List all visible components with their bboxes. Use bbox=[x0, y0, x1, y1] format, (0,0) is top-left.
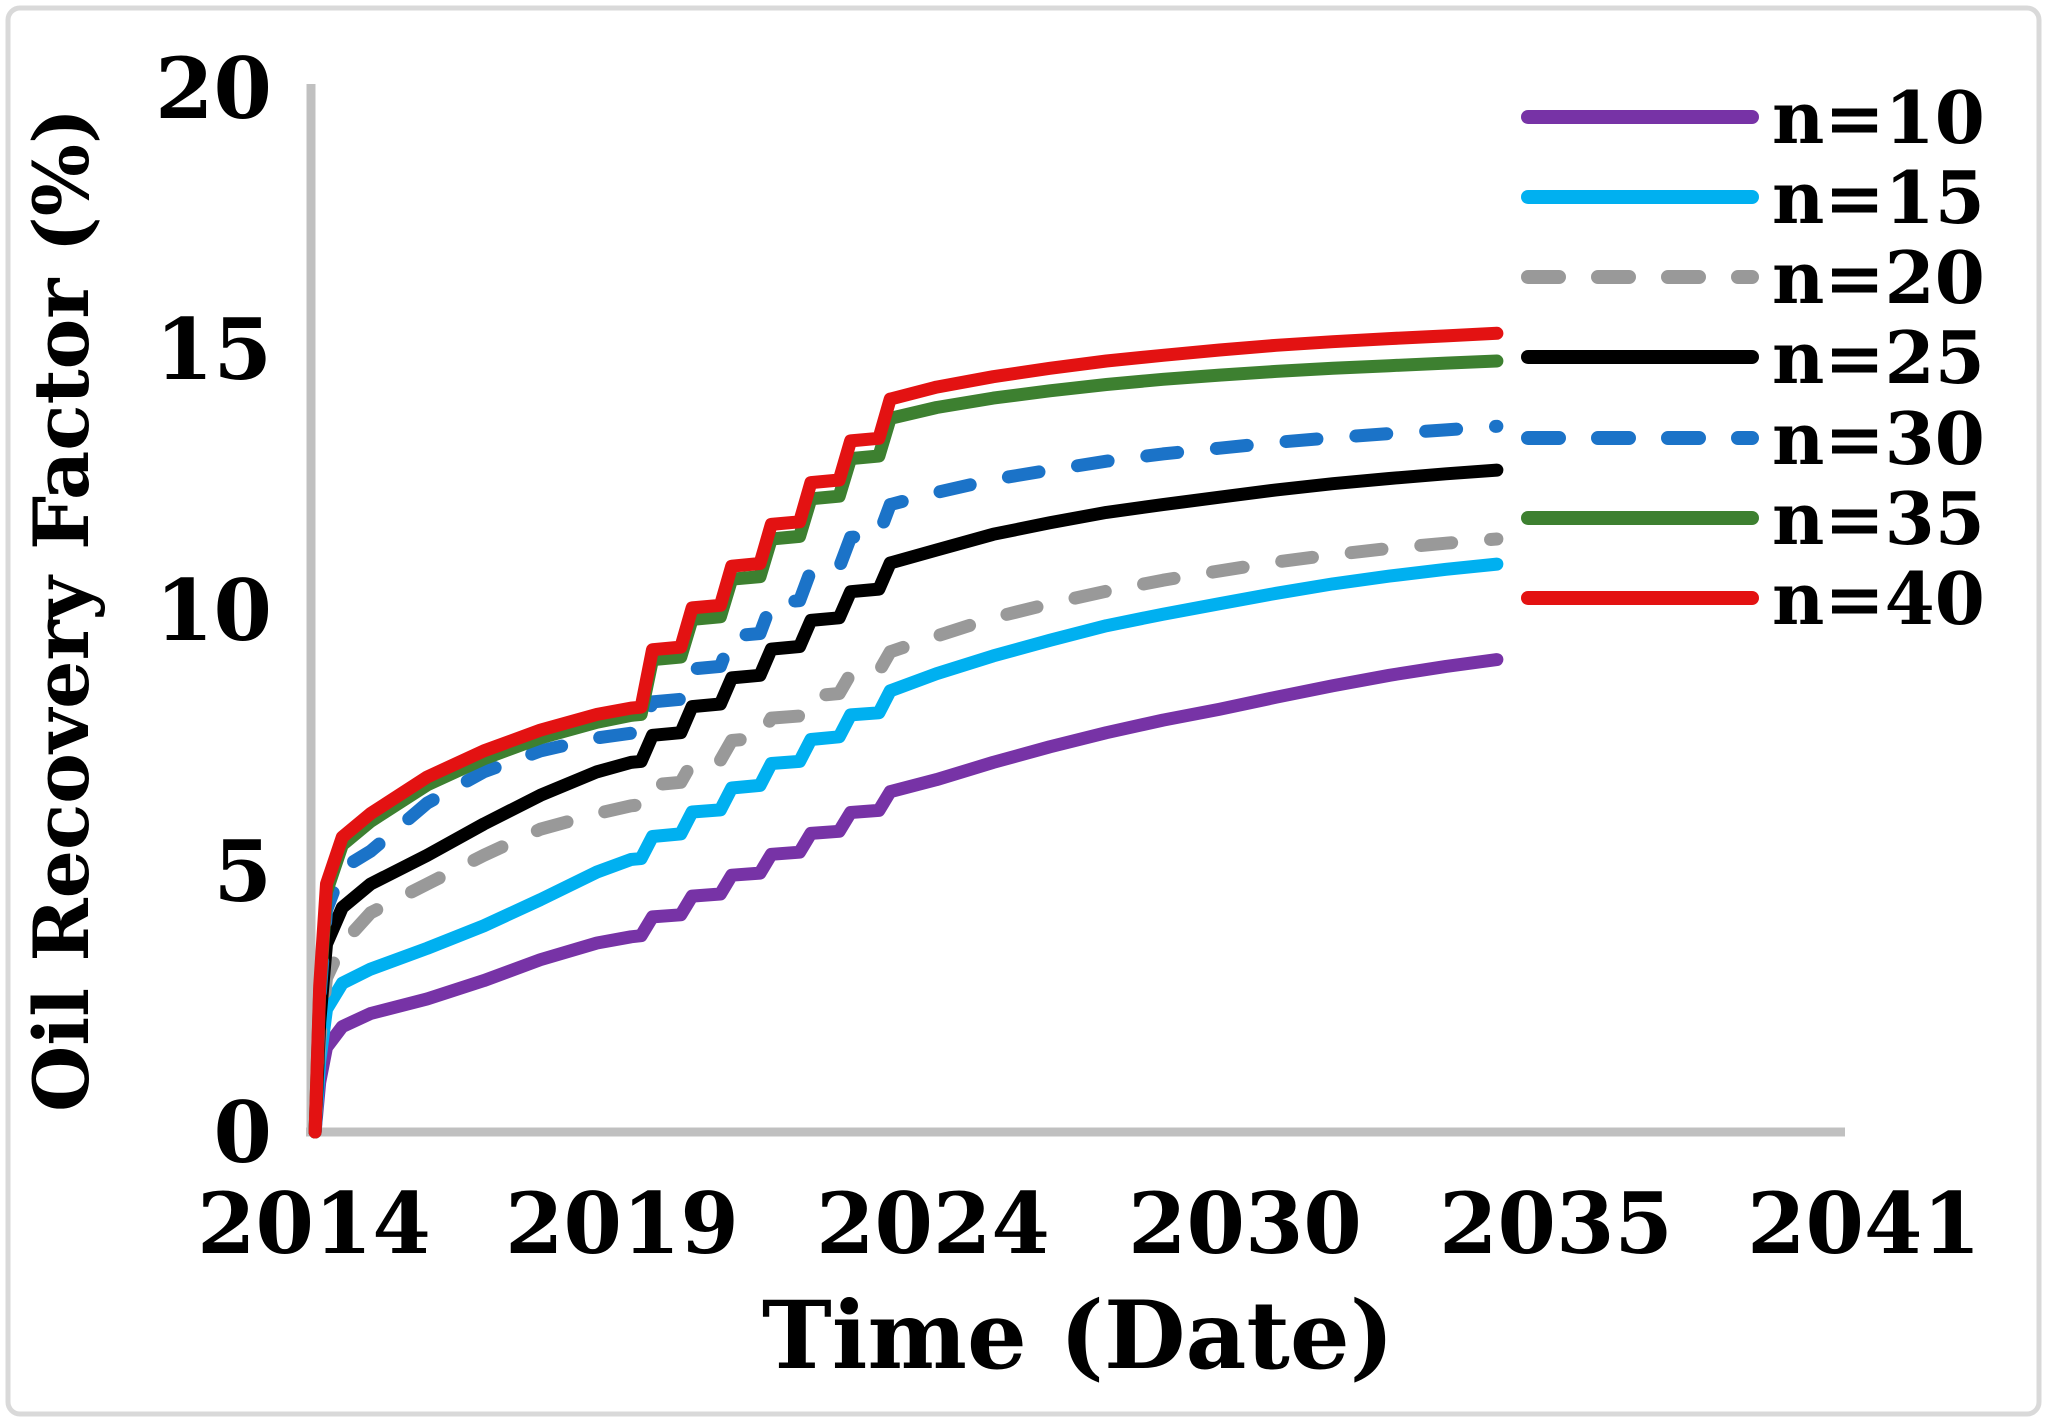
x-tick-label-2019: 2019 bbox=[505, 1174, 739, 1273]
y-axis-title: Oil Recovery Factor (%) bbox=[17, 108, 106, 1112]
y-tick-labels: 0 5 10 15 20 bbox=[155, 39, 272, 1182]
x-tick-label-2014: 2014 bbox=[197, 1174, 431, 1273]
legend: n=10n=15n=20n=25n=30n=35n=40 bbox=[1521, 75, 1985, 641]
x-tick-label-2035: 2035 bbox=[1439, 1174, 1673, 1273]
legend-item-n40: n=40 bbox=[1521, 556, 1985, 641]
x-tick-label-2041: 2041 bbox=[1747, 1174, 1981, 1273]
x-axis-title: Time (Date) bbox=[762, 1281, 1394, 1391]
legend-item-n10: n=10 bbox=[1521, 75, 1985, 160]
legend-label: n=35 bbox=[1772, 476, 1985, 561]
legend-item-n30: n=30 bbox=[1521, 396, 1985, 481]
plot-area bbox=[311, 88, 1845, 1132]
x-tick-label-2024: 2024 bbox=[816, 1174, 1050, 1273]
y-tick-label-10: 10 bbox=[155, 561, 272, 660]
series-line-n20 bbox=[308, 532, 1504, 1139]
legend-item-n15: n=15 bbox=[1521, 155, 1985, 240]
legend-label: n=10 bbox=[1772, 75, 1985, 160]
series-line-n25 bbox=[308, 463, 1504, 1139]
legend-label: n=20 bbox=[1772, 235, 1985, 320]
legend-label: n=30 bbox=[1772, 396, 1985, 481]
series-line-n15 bbox=[308, 557, 1504, 1139]
legend-label: n=15 bbox=[1772, 155, 1985, 240]
legend-label: n=40 bbox=[1772, 556, 1985, 641]
y-tick-label-0: 0 bbox=[214, 1083, 272, 1182]
x-tick-labels: 2014 2019 2024 2030 2035 2041 bbox=[197, 1174, 1981, 1273]
series-line-n40 bbox=[308, 326, 1504, 1139]
series-group bbox=[308, 326, 1504, 1139]
series-line-n10 bbox=[308, 653, 1504, 1139]
y-tick-label-20: 20 bbox=[155, 39, 272, 138]
figure-frame-border bbox=[5, 5, 2042, 1417]
x-tick-label-2030: 2030 bbox=[1128, 1174, 1362, 1273]
legend-item-n20: n=20 bbox=[1521, 235, 1985, 320]
legend-label: n=25 bbox=[1772, 315, 1985, 400]
series-line-n30 bbox=[308, 419, 1504, 1139]
y-tick-label-15: 15 bbox=[155, 300, 272, 399]
legend-item-n35: n=35 bbox=[1521, 476, 1985, 561]
legend-item-n25: n=25 bbox=[1521, 315, 1985, 400]
y-tick-label-5: 5 bbox=[214, 822, 272, 921]
